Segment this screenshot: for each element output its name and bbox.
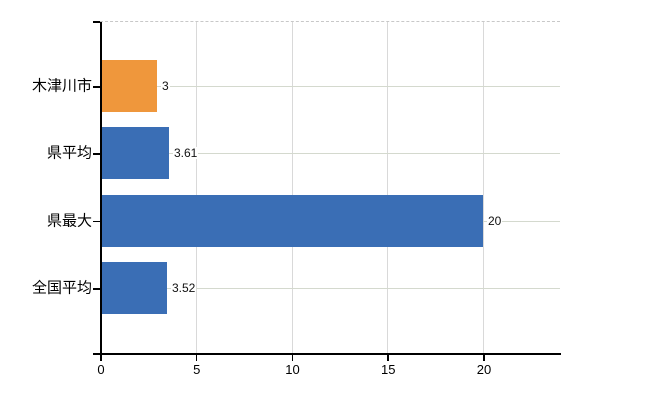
x-axis-tick	[100, 355, 102, 361]
bar-value-label: 20	[487, 213, 503, 228]
x-axis-tick	[483, 355, 485, 361]
bar	[101, 60, 157, 112]
bar	[101, 194, 483, 247]
x-axis-tick	[291, 355, 293, 361]
vertical-gridline	[195, 22, 197, 353]
category-gridline	[102, 86, 560, 87]
category-label: 県最大	[46, 212, 92, 230]
y-axis-line	[100, 22, 102, 355]
x-tick-label: 15	[381, 362, 396, 377]
category-gridline	[102, 288, 560, 289]
vertical-gridline	[387, 22, 389, 353]
y-axis-tick	[93, 220, 100, 223]
bar	[101, 262, 167, 314]
category-label: 木津川市	[31, 77, 92, 95]
x-tick-label: 10	[285, 362, 300, 377]
x-axis-line	[93, 353, 561, 355]
y-axis-tick	[93, 153, 100, 155]
bar	[101, 127, 169, 180]
plot-top-boundary	[100, 21, 560, 22]
bar-value-label: 3.52	[171, 281, 197, 295]
bar-value-label: 3	[161, 79, 170, 93]
y-axis-tick	[93, 86, 100, 88]
vertical-gridline	[291, 22, 293, 353]
category-label: 全国平均	[31, 279, 92, 297]
category-label: 県平均	[46, 144, 92, 162]
x-tick-label: 0	[97, 362, 105, 377]
category-gridline	[102, 153, 560, 155]
vertical-gridline	[483, 22, 484, 353]
y-axis-tick	[93, 288, 100, 290]
y-axis-tick	[93, 21, 100, 23]
bar-value-label: 3.61	[173, 146, 199, 161]
x-axis-tick	[195, 355, 198, 361]
x-tick-label: 5	[193, 362, 201, 377]
x-tick-label: 20	[476, 362, 492, 377]
x-axis-tick	[387, 355, 389, 361]
